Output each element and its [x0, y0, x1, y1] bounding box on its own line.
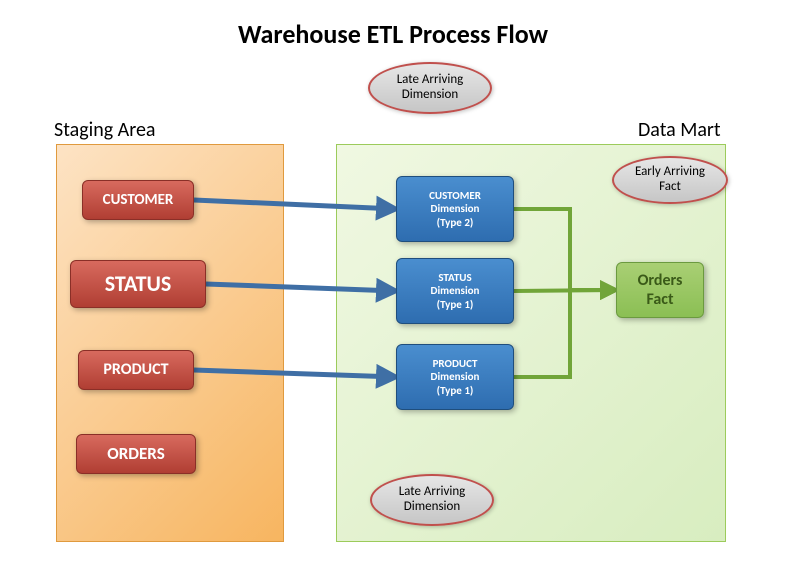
staging-node-status-line1: STATUS: [105, 271, 172, 297]
fact-node-line1: Orders: [638, 271, 683, 290]
fact-node: OrdersFact: [616, 262, 704, 318]
callout-late-bottom-line1: Late Arriving: [399, 485, 466, 500]
callout-late-bottom-line2: Dimension: [404, 500, 460, 515]
dim-node-status-dim-line3: (Type 1): [437, 298, 474, 311]
staging-node-product: PRODUCT: [78, 350, 194, 390]
staging-area-label: Staging Area: [54, 118, 155, 142]
callout-late-top-line1: Late Arriving: [397, 73, 464, 88]
callout-late-top-line2: Dimension: [402, 88, 458, 103]
staging-node-orders: ORDERS: [76, 434, 196, 474]
fact-node-line2: Fact: [646, 290, 673, 309]
dim-node-status-dim-line1: STATUS: [438, 271, 471, 284]
callout-early-fact-line1: Early Arriving: [635, 165, 705, 180]
callout-early-fact: Early ArrivingFact: [612, 156, 728, 204]
callout-late-bottom: Late ArrivingDimension: [370, 474, 494, 526]
callout-late-top: Late ArrivingDimension: [368, 62, 492, 114]
dim-node-cust-dim: CUSTOMERDimension(Type 2): [396, 176, 514, 242]
dim-node-prod-dim: PRODUCTDimension(Type 1): [396, 344, 514, 410]
staging-node-status: STATUS: [70, 260, 206, 308]
dim-node-cust-dim-line1: CUSTOMER: [429, 189, 481, 202]
staging-node-product-line1: PRODUCT: [103, 360, 168, 379]
staging-node-customer-line1: CUSTOMER: [103, 191, 174, 209]
dim-node-prod-dim-line1: PRODUCT: [433, 357, 478, 370]
callout-early-fact-line2: Fact: [659, 180, 681, 195]
staging-node-orders-line1: ORDERS: [107, 444, 165, 464]
datamart-area-label: Data Mart: [638, 118, 721, 142]
dim-node-cust-dim-line3: (Type 2): [437, 216, 474, 229]
page-title: Warehouse ETL Process Flow: [0, 18, 786, 50]
dim-node-prod-dim-line3: (Type 1): [437, 384, 474, 397]
dim-node-prod-dim-line2: Dimension: [431, 370, 480, 383]
dim-node-status-dim-line2: Dimension: [431, 284, 480, 297]
dim-node-cust-dim-line2: Dimension: [431, 202, 480, 215]
dim-node-status-dim: STATUSDimension(Type 1): [396, 258, 514, 324]
staging-node-customer: CUSTOMER: [82, 180, 194, 220]
